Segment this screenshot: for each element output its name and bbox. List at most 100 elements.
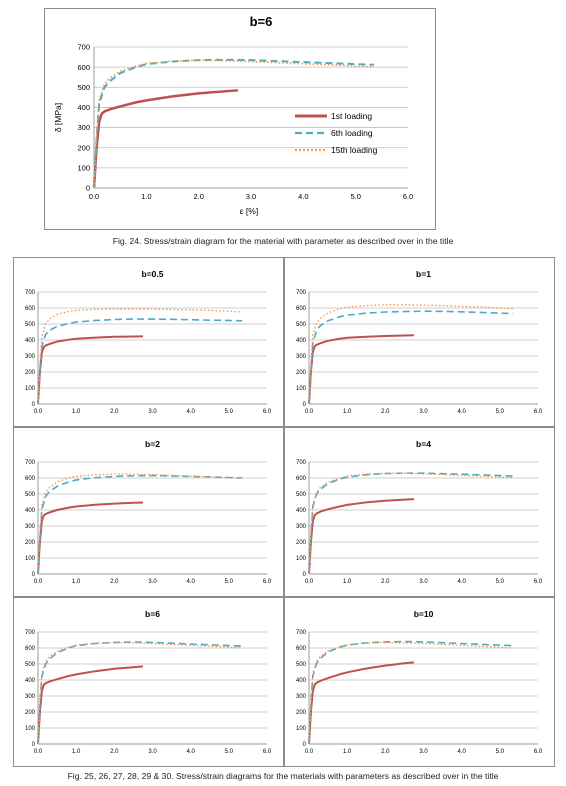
y-tick-label: 200 [25,540,36,546]
y-tick-label: 0 [32,402,36,408]
y-tick-label: 100 [25,726,36,732]
chart-title: b=6 [250,14,273,29]
x-tick-label: 3.0 [419,749,428,755]
x-tick-label: 0.0 [305,409,314,415]
legend-label: 6th loading [331,128,373,138]
chart-b6-svg: b=6 0 100 200 300 400 500 600 700 0.0 1.0 2.0 3.0 4.0… [25,609,272,755]
y-axis-label: δ [MPa] [53,103,63,132]
series-line-6th-loading [308,472,514,575]
y-tick-label: 700 [296,630,307,636]
y-tick-label: 100 [296,726,307,732]
y-tick-label: 700 [25,630,36,636]
x-tick-label: 1.0 [343,579,352,585]
x-tick-label: 1.0 [343,409,352,415]
legend-label: 1st loading [331,111,372,121]
y-tick-label: 300 [25,524,36,530]
y-tick-label: 300 [296,354,307,360]
series-line-6th-loading [37,474,243,575]
series-line-6th-loading [308,310,514,405]
series-line-6th-loading [37,641,243,745]
y-tick-label: 600 [77,63,90,72]
y-tick-label: 100 [296,386,307,392]
chart-panel-b4: b=4 0 100 200 300 400 500 600 700 0.0 1.0 2.0 3.0 4.0… [284,427,555,597]
series-line-1st-loading [37,501,143,575]
x-tick-label: 6.0 [534,579,543,585]
chart-b1-svg: b=1 0 100 200 300 400 500 600 700 0.0 1.0 2.0 3.0 4.0… [296,269,543,415]
y-tick-label: 700 [296,460,307,466]
x-tick-label: 2.0 [193,192,203,201]
y-tick-label: 100 [25,556,36,562]
x-tick-label: 4.0 [457,579,466,585]
series-line-6th-loading [308,640,514,745]
caption-top: Fig. 24. Stress/strain diagram for the m… [112,236,454,246]
x-tick-label: 5.0 [496,749,505,755]
x-tick-label: 5.0 [225,579,234,585]
x-tick-label: 4.0 [186,579,195,585]
x-tick-label: 5.0 [496,409,505,415]
x-tick-label: 3.0 [419,409,428,415]
y-tick-label: 100 [296,556,307,562]
x-tick-label: 5.0 [225,749,234,755]
chart-panel-b6: b=6 0 100 200 300 400 500 600 700 0.0 1.0 2.0 3.0 4.0… [13,597,284,767]
y-tick-label: 600 [25,646,36,652]
y-tick-label: 500 [296,322,307,328]
chart-panel-main: b=6 0 100 200 300 400 500 600 700 0.0 1.0 2.0 3.0 4.0… [44,8,436,230]
y-tick-label: 200 [25,370,36,376]
y-tick-label: 600 [25,306,36,312]
x-tick-label: 1.0 [72,409,81,415]
y-tick-label: 500 [77,83,90,92]
series-line-15th-loading [37,308,243,405]
y-tick-label: 700 [296,290,307,296]
x-tick-label: 3.0 [419,579,428,585]
y-tick-label: 200 [296,540,307,546]
x-tick-label: 4.0 [298,192,308,201]
y-tick-label: 400 [296,678,307,684]
y-tick-label: 200 [296,370,307,376]
y-tick-label: 700 [77,43,90,52]
x-tick-label: 0.0 [34,579,43,585]
x-tick-label: 3.0 [148,749,157,755]
x-tick-label: 2.0 [110,749,119,755]
x-tick-label: 5.0 [225,409,234,415]
x-tick-label: 6.0 [263,579,272,585]
y-tick-label: 600 [296,306,307,312]
x-tick-label: 0.0 [305,749,314,755]
y-tick-label: 0 [303,572,307,578]
series-line-1st-loading [37,335,143,405]
x-tick-label: 1.0 [343,749,352,755]
series-line-15th-loading [93,59,375,189]
chart-title: b=2 [145,439,160,449]
y-tick-label: 700 [25,460,36,466]
x-tick-label: 5.0 [496,579,505,585]
y-tick-label: 100 [25,386,36,392]
chart-title: b=1 [416,269,431,279]
y-tick-label: 300 [25,354,36,360]
y-tick-label: 500 [25,492,36,498]
x-tick-label: 3.0 [148,409,157,415]
y-tick-label: 0 [303,742,307,748]
chart-b2-svg: b=2 0 100 200 300 400 500 600 700 0.0 1.0 2.0 3.0 4.0… [25,439,272,585]
y-tick-label: 600 [296,476,307,482]
chart-main-svg: b=6 0 100 200 300 400 500 600 700 0.0 1.0 2.0 3.0 4.0… [53,14,413,216]
series-line-1st-loading [308,334,414,405]
y-tick-label: 600 [25,476,36,482]
series-line-1st-loading [37,665,144,745]
x-tick-label: 1.0 [72,749,81,755]
x-tick-label: 4.0 [457,409,466,415]
y-tick-label: 100 [77,163,90,172]
x-tick-label: 4.0 [186,409,195,415]
y-tick-label: 0 [303,402,307,408]
x-tick-label: 5.0 [350,192,360,201]
series-line-1st-loading [308,498,415,575]
x-tick-label: 6.0 [263,409,272,415]
x-tick-label: 3.0 [246,192,256,201]
x-tick-label: 1.0 [72,579,81,585]
y-tick-label: 600 [296,646,307,652]
y-tick-label: 200 [77,143,90,152]
y-tick-label: 500 [296,662,307,668]
x-tick-label: 0.0 [305,579,314,585]
y-tick-label: 500 [25,662,36,668]
series-line-15th-loading [308,304,514,405]
x-tick-label: 0.0 [34,749,43,755]
series-line-15th-loading [308,641,514,745]
